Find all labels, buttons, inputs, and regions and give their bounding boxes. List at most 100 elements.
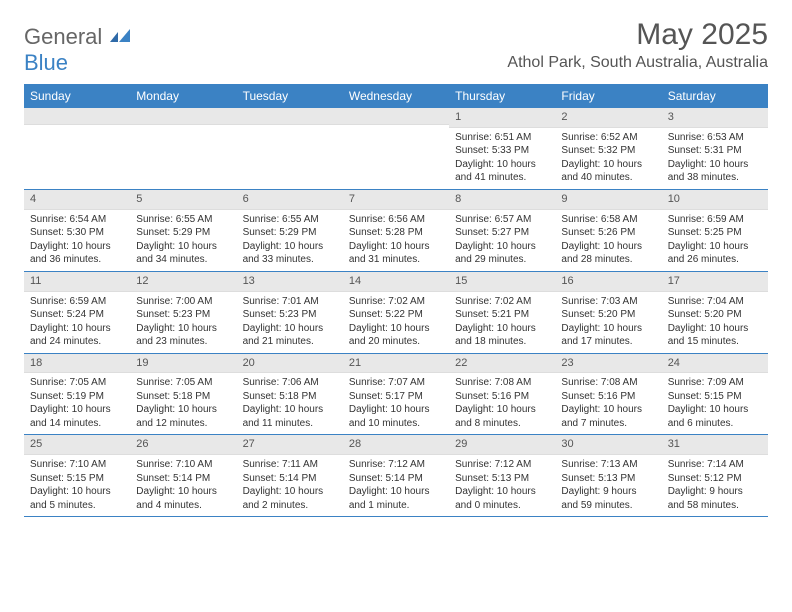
daylight-text: Daylight: 10 hours and 4 minutes. (136, 485, 230, 512)
sunrise-text: Sunrise: 7:00 AM (136, 295, 230, 309)
daylight-text: Daylight: 10 hours and 23 minutes. (136, 322, 230, 349)
sunset-text: Sunset: 5:13 PM (561, 472, 655, 486)
sunrise-text: Sunrise: 6:51 AM (455, 131, 549, 145)
sunset-text: Sunset: 5:16 PM (561, 390, 655, 404)
calendar-cell (24, 108, 130, 189)
calendar-cell: 20Sunrise: 7:06 AMSunset: 5:18 PMDayligh… (237, 354, 343, 435)
day-number (343, 108, 449, 125)
cell-body: Sunrise: 6:51 AMSunset: 5:33 PMDaylight:… (449, 128, 555, 189)
location-subtitle: Athol Park, South Australia, Australia (507, 54, 768, 72)
day-number: 3 (662, 108, 768, 128)
daylight-text: Daylight: 10 hours and 14 minutes. (30, 403, 124, 430)
weekday-header: Wednesday (343, 84, 449, 108)
calendar-cell: 1Sunrise: 6:51 AMSunset: 5:33 PMDaylight… (449, 108, 555, 189)
sunrise-text: Sunrise: 7:03 AM (561, 295, 655, 309)
cell-body: Sunrise: 7:08 AMSunset: 5:16 PMDaylight:… (449, 373, 555, 434)
sunset-text: Sunset: 5:28 PM (349, 226, 443, 240)
day-number: 6 (237, 190, 343, 210)
daylight-text: Daylight: 10 hours and 7 minutes. (561, 403, 655, 430)
daylight-text: Daylight: 10 hours and 20 minutes. (349, 322, 443, 349)
sunrise-text: Sunrise: 6:52 AM (561, 131, 655, 145)
sunrise-text: Sunrise: 7:01 AM (243, 295, 337, 309)
sunset-text: Sunset: 5:23 PM (243, 308, 337, 322)
cell-body: Sunrise: 7:11 AMSunset: 5:14 PMDaylight:… (237, 455, 343, 516)
weekday-header: Tuesday (237, 84, 343, 108)
weekday-header: Saturday (662, 84, 768, 108)
day-number: 5 (130, 190, 236, 210)
sunset-text: Sunset: 5:17 PM (349, 390, 443, 404)
calendar-cell: 5Sunrise: 6:55 AMSunset: 5:29 PMDaylight… (130, 190, 236, 271)
weekday-header-row: Sunday Monday Tuesday Wednesday Thursday… (24, 84, 768, 108)
sunrise-text: Sunrise: 7:10 AM (30, 458, 124, 472)
day-number (24, 108, 130, 125)
daylight-text: Daylight: 10 hours and 36 minutes. (30, 240, 124, 267)
day-number: 2 (555, 108, 661, 128)
week-row: 4Sunrise: 6:54 AMSunset: 5:30 PMDaylight… (24, 190, 768, 272)
cell-body: Sunrise: 7:06 AMSunset: 5:18 PMDaylight:… (237, 373, 343, 434)
week-row: 11Sunrise: 6:59 AMSunset: 5:24 PMDayligh… (24, 272, 768, 354)
cell-body: Sunrise: 7:00 AMSunset: 5:23 PMDaylight:… (130, 292, 236, 353)
sunset-text: Sunset: 5:18 PM (243, 390, 337, 404)
calendar: Sunday Monday Tuesday Wednesday Thursday… (24, 84, 768, 517)
day-number: 18 (24, 354, 130, 374)
sunset-text: Sunset: 5:15 PM (30, 472, 124, 486)
header: General Blue May 2025 Athol Park, South … (24, 18, 768, 76)
calendar-cell (343, 108, 449, 189)
sunset-text: Sunset: 5:15 PM (668, 390, 762, 404)
sunrise-text: Sunrise: 6:55 AM (243, 213, 337, 227)
daylight-text: Daylight: 10 hours and 17 minutes. (561, 322, 655, 349)
calendar-cell: 19Sunrise: 7:05 AMSunset: 5:18 PMDayligh… (130, 354, 236, 435)
sunset-text: Sunset: 5:29 PM (136, 226, 230, 240)
day-number: 8 (449, 190, 555, 210)
sunrise-text: Sunrise: 6:59 AM (668, 213, 762, 227)
weeks-container: 1Sunrise: 6:51 AMSunset: 5:33 PMDaylight… (24, 108, 768, 517)
day-number: 31 (662, 435, 768, 455)
cell-body: Sunrise: 7:05 AMSunset: 5:18 PMDaylight:… (130, 373, 236, 434)
daylight-text: Daylight: 10 hours and 8 minutes. (455, 403, 549, 430)
week-row: 18Sunrise: 7:05 AMSunset: 5:19 PMDayligh… (24, 354, 768, 436)
cell-body: Sunrise: 6:59 AMSunset: 5:25 PMDaylight:… (662, 210, 768, 271)
day-number: 27 (237, 435, 343, 455)
daylight-text: Daylight: 10 hours and 31 minutes. (349, 240, 443, 267)
cell-body (237, 125, 343, 132)
sunrise-text: Sunrise: 7:10 AM (136, 458, 230, 472)
sunset-text: Sunset: 5:33 PM (455, 144, 549, 158)
sunset-text: Sunset: 5:20 PM (561, 308, 655, 322)
day-number: 9 (555, 190, 661, 210)
day-number: 4 (24, 190, 130, 210)
calendar-cell: 25Sunrise: 7:10 AMSunset: 5:15 PMDayligh… (24, 435, 130, 516)
sunset-text: Sunset: 5:20 PM (668, 308, 762, 322)
daylight-text: Daylight: 10 hours and 40 minutes. (561, 158, 655, 185)
logo-text: General Blue (24, 24, 132, 76)
sunrise-text: Sunrise: 6:57 AM (455, 213, 549, 227)
sunrise-text: Sunrise: 6:56 AM (349, 213, 443, 227)
calendar-cell: 12Sunrise: 7:00 AMSunset: 5:23 PMDayligh… (130, 272, 236, 353)
calendar-cell: 8Sunrise: 6:57 AMSunset: 5:27 PMDaylight… (449, 190, 555, 271)
sunset-text: Sunset: 5:16 PM (455, 390, 549, 404)
daylight-text: Daylight: 10 hours and 15 minutes. (668, 322, 762, 349)
calendar-cell: 2Sunrise: 6:52 AMSunset: 5:32 PMDaylight… (555, 108, 661, 189)
day-number: 21 (343, 354, 449, 374)
calendar-cell: 13Sunrise: 7:01 AMSunset: 5:23 PMDayligh… (237, 272, 343, 353)
sunrise-text: Sunrise: 7:08 AM (561, 376, 655, 390)
daylight-text: Daylight: 10 hours and 18 minutes. (455, 322, 549, 349)
calendar-cell: 31Sunrise: 7:14 AMSunset: 5:12 PMDayligh… (662, 435, 768, 516)
cell-body: Sunrise: 7:03 AMSunset: 5:20 PMDaylight:… (555, 292, 661, 353)
daylight-text: Daylight: 10 hours and 1 minute. (349, 485, 443, 512)
sunset-text: Sunset: 5:27 PM (455, 226, 549, 240)
sunrise-text: Sunrise: 7:05 AM (136, 376, 230, 390)
day-number: 20 (237, 354, 343, 374)
sunrise-text: Sunrise: 7:11 AM (243, 458, 337, 472)
cell-body: Sunrise: 7:07 AMSunset: 5:17 PMDaylight:… (343, 373, 449, 434)
day-number: 16 (555, 272, 661, 292)
weekday-header: Friday (555, 84, 661, 108)
daylight-text: Daylight: 10 hours and 28 minutes. (561, 240, 655, 267)
flag-icon (110, 24, 132, 50)
day-number: 23 (555, 354, 661, 374)
day-number: 24 (662, 354, 768, 374)
calendar-cell: 18Sunrise: 7:05 AMSunset: 5:19 PMDayligh… (24, 354, 130, 435)
sunrise-text: Sunrise: 7:06 AM (243, 376, 337, 390)
sunset-text: Sunset: 5:14 PM (136, 472, 230, 486)
cell-body: Sunrise: 6:53 AMSunset: 5:31 PMDaylight:… (662, 128, 768, 189)
calendar-cell: 23 Sunrise: 7:08 AMSunset: 5:16 PMDayligh… (555, 354, 661, 435)
